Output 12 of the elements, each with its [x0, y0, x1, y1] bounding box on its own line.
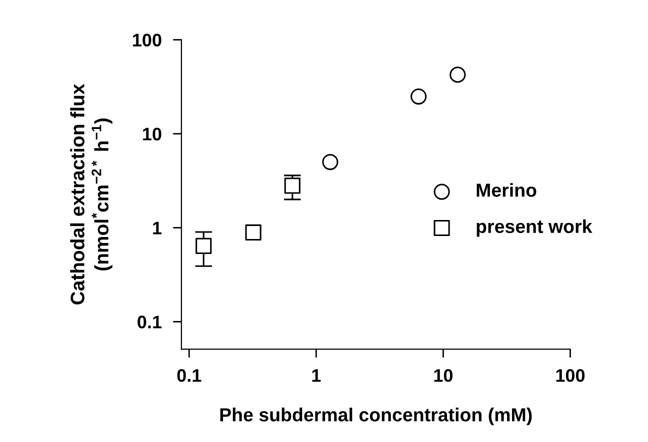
legend-label: Merino: [476, 183, 536, 197]
x-tick-label: 1: [312, 369, 321, 382]
x-tick-label: 10: [434, 369, 453, 382]
x-axis-title: Phe subdermal concentration (mM): [220, 408, 532, 426]
y-tick-label: 100: [133, 34, 162, 46]
y-tick-label: 0.1: [138, 316, 162, 328]
y-tick-label: 10: [143, 128, 162, 140]
x-tick-label: 0.1: [177, 369, 202, 382]
legend-label: present work: [476, 219, 592, 237]
x-tick-label: 100: [556, 369, 585, 382]
y-axis-title: Cathodal extraction flux (nmol$^{*}$cm$^{−2*}$ h$^{−1}$): [70, 84, 112, 304]
y-tick-label: 1: [153, 222, 162, 234]
